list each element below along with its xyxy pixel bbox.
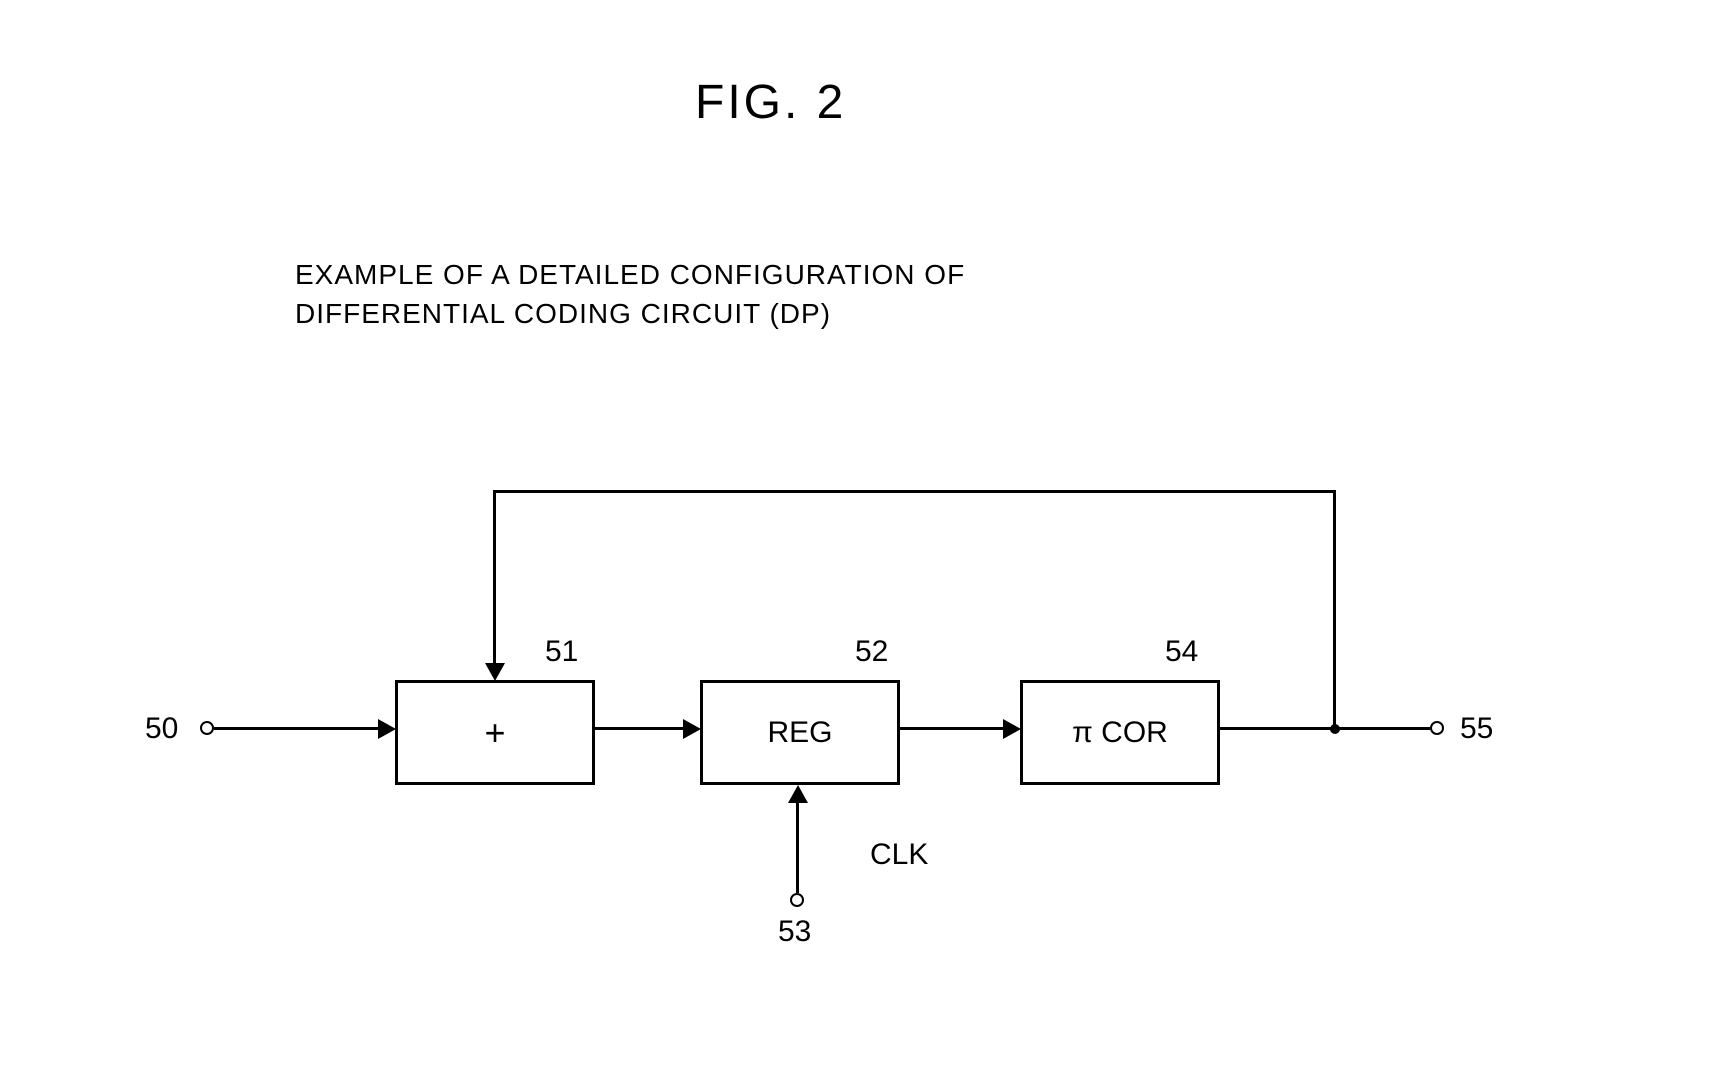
register-number: 52 — [855, 635, 888, 669]
adder-label: + — [484, 712, 505, 754]
corrector-number: 54 — [1165, 635, 1198, 669]
terminal-output-circle — [1430, 721, 1444, 735]
corrector-block: π COR — [1020, 680, 1220, 785]
terminal-output-label: 55 — [1460, 712, 1493, 746]
line-cor-to-output — [1220, 727, 1430, 730]
feedback-line-up — [1333, 490, 1336, 729]
corrector-label: π COR — [1072, 716, 1168, 750]
line-reg-to-cor — [900, 727, 1003, 730]
subtitle: EXAMPLE OF A DETAILED CONFIGURATION OF D… — [295, 255, 965, 333]
line-input-to-adder — [214, 727, 378, 730]
arrow-into-reg — [683, 719, 701, 739]
figure-title: FIG. 2 — [695, 75, 846, 130]
arrow-feedback-into-adder — [485, 663, 505, 681]
terminal-clock-circle — [790, 893, 804, 907]
line-clk-to-reg — [796, 802, 799, 893]
subtitle-line1: EXAMPLE OF A DETAILED CONFIGURATION OF — [295, 259, 965, 290]
subtitle-line2: DIFFERENTIAL CODING CIRCUIT (DP) — [295, 298, 831, 329]
line-adder-to-reg — [595, 727, 683, 730]
clock-label: CLK — [870, 838, 928, 872]
terminal-clock-number: 53 — [778, 915, 811, 949]
arrow-into-cor — [1003, 719, 1021, 739]
register-label: REG — [767, 716, 832, 750]
adder-block: + — [395, 680, 595, 785]
adder-number: 51 — [545, 635, 578, 669]
feedback-line-down — [493, 490, 496, 663]
terminal-input-label: 50 — [145, 712, 178, 746]
terminal-input-circle — [200, 721, 214, 735]
arrow-clk-into-reg — [788, 785, 808, 803]
register-block: REG — [700, 680, 900, 785]
feedback-line-top — [493, 490, 1336, 493]
arrow-into-adder — [378, 719, 396, 739]
